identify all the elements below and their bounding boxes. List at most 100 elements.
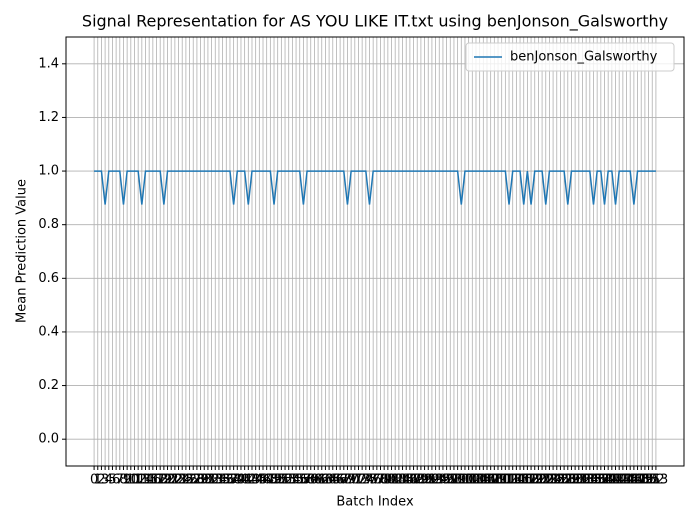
x-tick-label: 50 <box>269 473 286 488</box>
x-tick-label: 60 <box>306 473 323 488</box>
x-tick-label: 67 <box>332 473 349 488</box>
x-tick-label: 0 <box>90 473 98 488</box>
x-tick-label: 139 <box>592 473 617 488</box>
x-tick-label: 104 <box>464 473 489 488</box>
x-tick-label: 12 <box>130 473 147 488</box>
x-tick-label: 136 <box>581 473 606 488</box>
x-tick-label: 112 <box>493 473 518 488</box>
x-tick-label: 6 <box>112 473 120 488</box>
x-tick-label: 48 <box>262 473 279 488</box>
x-tick-label: 49 <box>266 473 283 488</box>
x-tick-label: 26 <box>181 473 198 488</box>
x-tick-label: 68 <box>336 473 353 488</box>
x-tick-label: 85 <box>398 473 415 488</box>
x-tick-label: 82 <box>387 473 404 488</box>
y-tick-label: 0.2 <box>38 378 59 393</box>
x-tick-label: 31 <box>200 473 217 488</box>
x-tick-label: 105 <box>467 473 492 488</box>
x-tick-label: 100 <box>449 473 474 488</box>
legend-box <box>465 42 675 72</box>
x-tick-label: 80 <box>380 473 397 488</box>
x-tick-label: 15 <box>141 473 158 488</box>
x-tick-label: 108 <box>478 473 503 488</box>
x-tick-label: 4 <box>105 473 113 488</box>
x-tick-label: 66 <box>328 473 345 488</box>
x-tick-label: 115 <box>504 473 529 488</box>
x-tick-label: 98 <box>446 473 463 488</box>
x-tick-label: 138 <box>588 473 613 488</box>
x-tick-label: 9 <box>123 473 131 488</box>
x-tick-label: 70 <box>343 473 360 488</box>
x-tick-label: 89 <box>413 473 430 488</box>
x-tick-label: 29 <box>192 473 209 488</box>
x-tick-label: 106 <box>471 473 496 488</box>
x-axis-label: Batch Index <box>336 495 414 510</box>
legend: benJonson_Galsworthy <box>465 42 675 72</box>
x-tick-label: 19 <box>156 473 173 488</box>
x-tick-label: 5 <box>108 473 116 488</box>
x-tick-label: 41 <box>236 473 253 488</box>
x-tick-label: 144 <box>610 473 635 488</box>
x-tick-label: 17 <box>148 473 165 488</box>
x-tick-label: 61 <box>310 473 327 488</box>
x-tick-label: 93 <box>427 473 444 488</box>
x-tick-label: 120 <box>522 473 547 488</box>
x-tick-label: 95 <box>435 473 452 488</box>
x-tick-label: 62 <box>313 473 330 488</box>
x-tick-label: 37 <box>222 473 239 488</box>
x-tick-label: 124 <box>537 473 562 488</box>
x-tick-label: 44 <box>247 473 264 488</box>
x-tick-label: 123 <box>533 473 558 488</box>
x-tick-label: 86 <box>402 473 419 488</box>
x-tick-label: 110 <box>486 473 511 488</box>
y-tick-label: 0.4 <box>38 324 59 339</box>
x-tick-label: 65 <box>324 473 341 488</box>
x-tick-label: 16 <box>145 473 162 488</box>
x-tick-label: 14 <box>137 473 154 488</box>
x-tick-label: 149 <box>629 473 654 488</box>
x-tick-label: 22 <box>167 473 184 488</box>
x-tick-label: 2 <box>97 473 105 488</box>
x-tick-label: 88 <box>409 473 426 488</box>
y-tick-label: 0.8 <box>38 217 59 232</box>
x-tick-label: 47 <box>258 473 275 488</box>
x-tick-label: 114 <box>500 473 525 488</box>
x-tick-label: 79 <box>376 473 393 488</box>
x-tick-label: 113 <box>497 473 522 488</box>
x-tick-label: 8 <box>119 473 127 488</box>
x-tick-label: 35 <box>214 473 231 488</box>
x-tick-label: 90 <box>416 473 433 488</box>
x-tick-label: 46 <box>255 473 272 488</box>
x-tick-label: 111 <box>489 473 514 488</box>
x-tick-label: 132 <box>566 473 591 488</box>
x-tick-label: 20 <box>159 473 176 488</box>
x-tick-label: 116 <box>508 473 533 488</box>
x-tick-label: 119 <box>519 473 544 488</box>
y-axis-label: Mean Prediction Value <box>15 179 30 323</box>
x-tick-label: 63 <box>317 473 334 488</box>
x-tick-label: 84 <box>394 473 411 488</box>
x-tick-label: 54 <box>284 473 301 488</box>
x-tick-label: 99 <box>449 473 466 488</box>
x-tick-label: 141 <box>599 473 624 488</box>
x-tick-label: 59 <box>302 473 319 488</box>
x-tick-label: 96 <box>438 473 455 488</box>
x-tick-label: 134 <box>574 473 599 488</box>
x-tick-label: 142 <box>603 473 628 488</box>
x-tick-label: 147 <box>621 473 646 488</box>
x-tick-label: 145 <box>614 473 639 488</box>
x-tick-label: 97 <box>442 473 459 488</box>
x-tick-label: 10 <box>123 473 140 488</box>
x-tick-label: 52 <box>277 473 294 488</box>
x-tick-label: 21 <box>163 473 180 488</box>
x-tick-label: 73 <box>354 473 371 488</box>
x-tick-label: 152 <box>640 473 665 488</box>
x-tick-label: 42 <box>240 473 257 488</box>
x-tick-label: 30 <box>196 473 213 488</box>
x-tick-label: 33 <box>207 473 224 488</box>
x-tick-label: 128 <box>552 473 577 488</box>
x-tick-label: 18 <box>152 473 169 488</box>
x-tick-label: 87 <box>405 473 422 488</box>
chart-title: Signal Representation for AS YOU LIKE IT… <box>82 12 668 32</box>
